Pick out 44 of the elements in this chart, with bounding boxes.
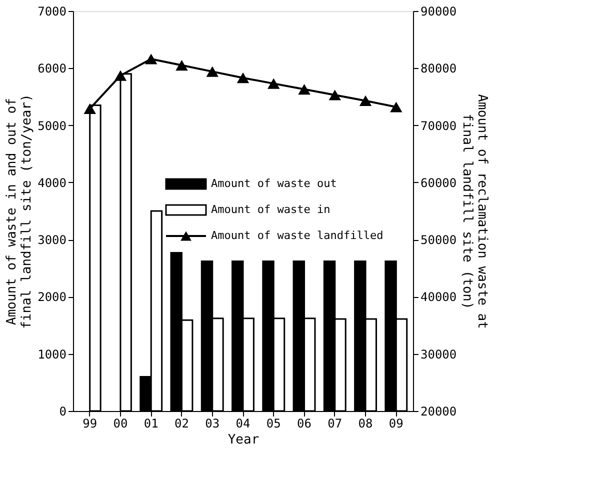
y2-tick-label: 30000 <box>420 347 457 362</box>
legend-label: Amount of waste landfilled <box>211 229 384 242</box>
y-tick-label: 1000 <box>38 347 66 362</box>
y2-tick-label: 50000 <box>420 233 457 248</box>
y-tick-label: 7000 <box>38 4 66 18</box>
point <box>328 90 342 100</box>
x-tick-label: 99 <box>82 416 98 430</box>
y2-tick-label: 80000 <box>420 62 457 76</box>
x-tick-label: 00 <box>113 416 128 430</box>
y2-tick-label: 20000 <box>420 404 457 418</box>
y-tick-label: 4000 <box>38 176 66 190</box>
x-tick-label: 01 <box>144 416 158 430</box>
x-tick-label: 09 <box>388 416 404 430</box>
point <box>298 84 310 95</box>
y-tick-label: 0 <box>59 404 66 418</box>
point <box>268 78 280 89</box>
point <box>236 72 250 84</box>
point <box>114 70 127 81</box>
point <box>84 103 96 114</box>
y-axis-title: Amount of waste in and out of final landfill site (ton/year) <box>4 94 35 329</box>
x-axis-title: Year <box>228 432 260 448</box>
point <box>176 60 188 71</box>
point <box>206 66 218 77</box>
y-tick-label: 5000 <box>38 118 66 133</box>
y2-tick-label: 40000 <box>420 290 457 304</box>
point <box>390 102 402 112</box>
point <box>144 54 158 64</box>
legend-label: Amount of waste in <box>211 203 330 216</box>
y2-tick-label: 70000 <box>420 118 457 133</box>
x-tick-label: 07 <box>328 416 342 430</box>
y2-axis-title: Amount of reclamation waste at final landfill site (ton) <box>460 94 490 329</box>
y2-tick-label: 90000 <box>420 4 457 18</box>
x-tick-label: 05 <box>266 416 281 430</box>
x-tick-label: 06 <box>297 416 312 430</box>
point <box>359 95 372 106</box>
y-tick-label: 6000 <box>38 62 66 76</box>
y-tick-label: 2000 <box>38 290 66 304</box>
y-tick-label: 3000 <box>38 233 66 248</box>
x-tick-label: 04 <box>236 416 250 430</box>
x-tick-label: 02 <box>174 416 189 430</box>
y2-tick-label: 60000 <box>420 176 457 190</box>
x-tick-label: 03 <box>205 416 220 430</box>
x-tick-label: 08 <box>358 416 373 430</box>
legend-label: Amount of waste out <box>211 177 337 190</box>
